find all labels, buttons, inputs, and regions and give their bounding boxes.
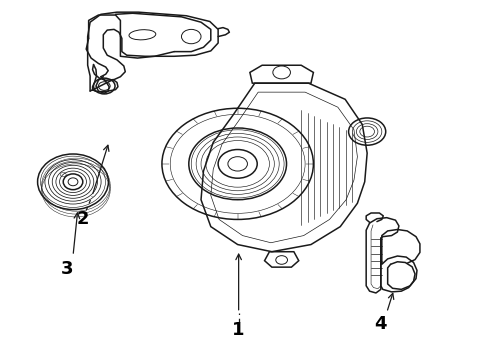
Text: 4: 4 [374, 315, 387, 333]
Text: 1: 1 [232, 321, 245, 339]
Text: 3: 3 [60, 260, 73, 278]
Text: 2: 2 [76, 210, 89, 228]
